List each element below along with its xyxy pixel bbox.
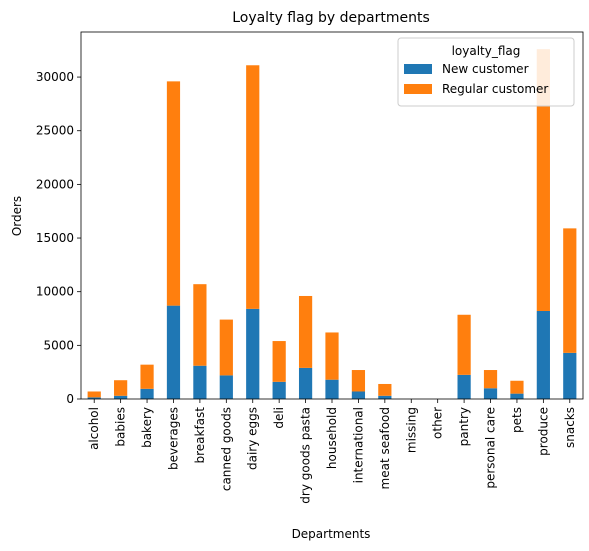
- x-axis-label: Departments: [292, 527, 371, 541]
- bar-new-bakery: [140, 388, 154, 399]
- legend-entry: Regular customer: [442, 82, 548, 96]
- x-tick-label: international: [351, 407, 365, 483]
- x-axis-ticks: alcohol babies bakery beverages breakfast can…: [87, 399, 577, 504]
- bar-new-meat-seafood: [378, 395, 392, 399]
- bar-regular-dairy-eggs: [246, 65, 260, 309]
- bars-group: [87, 49, 577, 399]
- bar-new-produce: [536, 311, 550, 399]
- y-axis-ticks: 0 5000 10000 15000 20000 25000 30000: [36, 70, 81, 406]
- bar-regular-bakery: [140, 364, 154, 389]
- x-tick-label: bakery: [140, 407, 154, 448]
- bar-regular-meat-seafood: [378, 383, 392, 396]
- bar-regular-household: [325, 332, 339, 380]
- bar-regular-personal-care: [483, 370, 498, 389]
- x-tick-label: meat seafood: [378, 407, 392, 489]
- bar-new-dry-goods-pasta: [298, 367, 313, 399]
- bar-regular-international: [351, 370, 366, 392]
- bar-new-beverages: [166, 305, 181, 399]
- bar-new-babies: [114, 395, 128, 399]
- x-tick-label: snacks: [563, 407, 577, 448]
- legend-swatch: [404, 84, 432, 94]
- bar-new-pantry: [457, 374, 471, 399]
- bar-regular-canned-goods: [219, 319, 233, 376]
- x-tick-label: household: [325, 407, 339, 469]
- bar-regular-pets: [510, 380, 524, 394]
- bar-new-breakfast: [193, 365, 207, 399]
- bar-regular-produce: [536, 49, 550, 312]
- plot-frame: [80, 31, 584, 400]
- legend-title: loyalty_flag: [452, 44, 521, 58]
- bar-regular-snacks: [563, 228, 577, 353]
- x-tick-label: alcohol: [87, 407, 101, 450]
- x-tick-label: pantry: [457, 407, 471, 446]
- y-tick-label: 10000: [36, 285, 74, 299]
- x-tick-label: beverages: [166, 407, 180, 470]
- y-tick-label: 5000: [43, 338, 74, 352]
- bar-new-dairy-eggs: [246, 308, 260, 399]
- legend: loyalty_flag New customer Regular custome…: [397, 37, 575, 107]
- legend-swatch: [404, 64, 432, 74]
- legend-box: [397, 37, 575, 107]
- y-tick-label: 25000: [36, 124, 74, 138]
- x-tick-label: missing: [404, 407, 418, 453]
- x-tick-label: personal care: [484, 407, 498, 489]
- bar-regular-dry-goods-pasta: [298, 295, 313, 368]
- y-tick-label: 0: [66, 392, 74, 406]
- x-tick-label: breakfast: [193, 407, 207, 464]
- x-tick-label: dairy eggs: [246, 407, 260, 470]
- bar-regular-pantry: [457, 314, 471, 375]
- x-tick-label: other: [431, 407, 445, 439]
- y-tick-label: 20000: [36, 177, 74, 191]
- bar-new-deli: [272, 381, 286, 399]
- y-axis-label: Orders: [10, 196, 24, 236]
- x-tick-label: babies: [114, 407, 128, 447]
- legend-entry: New customer: [442, 62, 529, 76]
- bar-regular-deli: [272, 341, 286, 382]
- bar-new-canned-goods: [219, 375, 233, 399]
- bar-regular-alcohol: [87, 391, 101, 398]
- bar-new-household: [325, 379, 339, 399]
- bar-new-snacks: [563, 352, 577, 399]
- x-tick-label: dry goods pasta: [299, 407, 313, 504]
- x-tick-label: produce: [536, 407, 550, 456]
- x-tick-label: pets: [510, 407, 524, 433]
- bar-regular-beverages: [166, 81, 181, 306]
- y-tick-label: 30000: [36, 70, 74, 84]
- y-tick-label: 15000: [36, 231, 74, 245]
- bar-new-alcohol: [87, 397, 101, 399]
- bar-new-personal-care: [483, 388, 498, 399]
- bar-regular-babies: [114, 380, 128, 396]
- x-tick-label: canned goods: [219, 407, 233, 491]
- bar-new-pets: [510, 393, 524, 399]
- bar-new-international: [351, 391, 366, 399]
- x-tick-label: deli: [272, 407, 286, 429]
- chart-title: Loyalty flag by departments: [232, 10, 430, 26]
- bar-regular-breakfast: [193, 284, 207, 366]
